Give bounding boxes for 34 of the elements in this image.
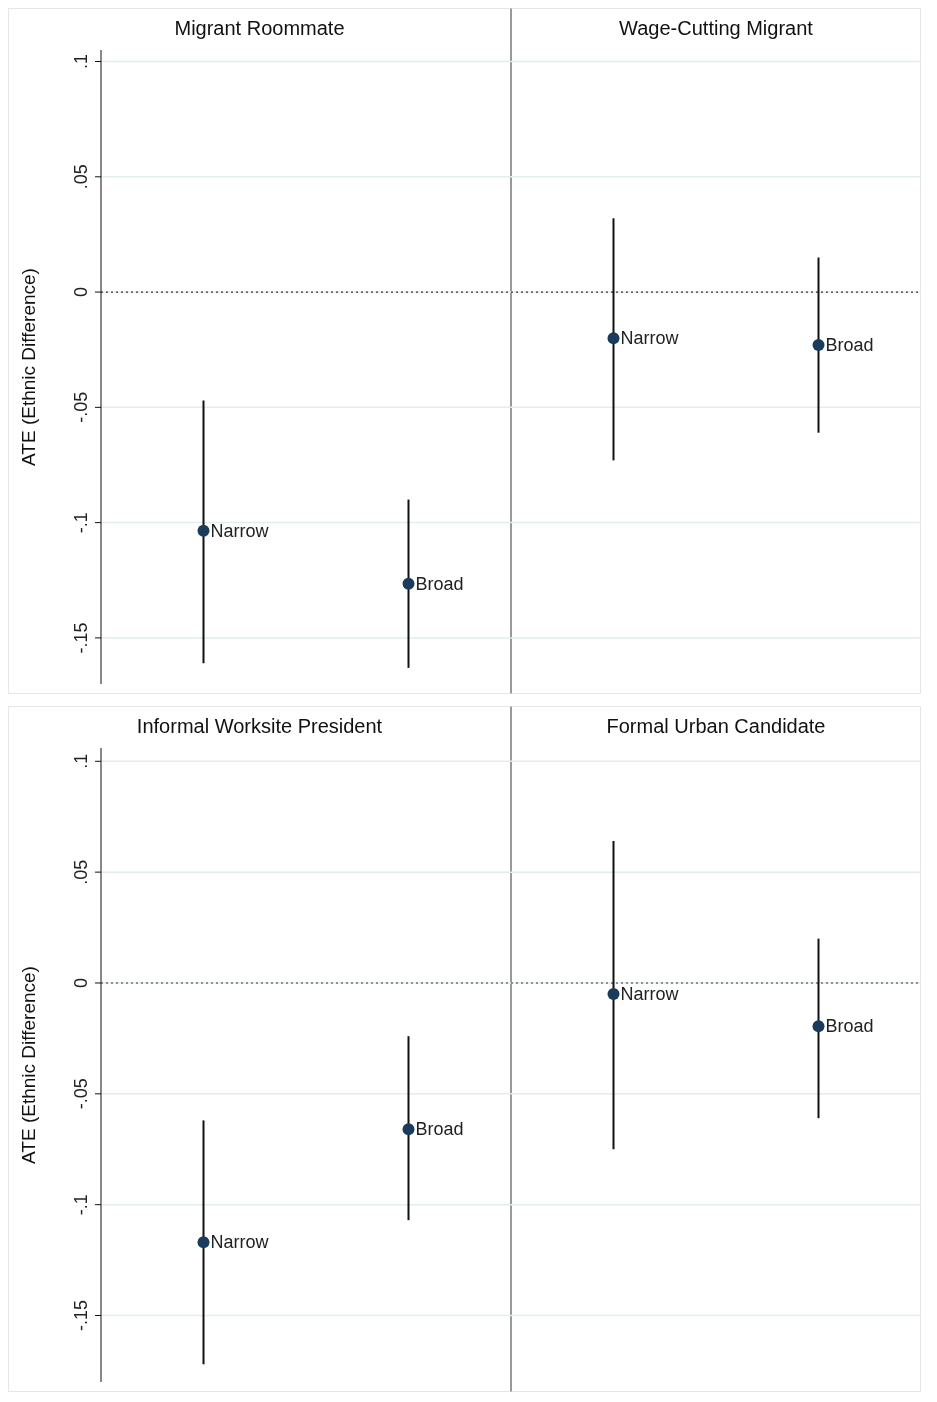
x-tick-label: Broad bbox=[415, 573, 464, 594]
y-axis-title: ATE (Ethnic Difference) bbox=[17, 268, 39, 466]
point bbox=[402, 577, 415, 590]
text: Informal Worksite President bbox=[135, 715, 384, 738]
text: Formal Urban Candidate bbox=[605, 715, 827, 738]
point bbox=[197, 1236, 210, 1249]
x-tick-label: Narrow bbox=[210, 520, 270, 541]
y-tick-label: -.05 bbox=[71, 1078, 91, 1110]
y-tick-label: .05 bbox=[71, 859, 91, 885]
y-tick-label: 0 bbox=[71, 977, 91, 988]
y-tick-label: -.15 bbox=[71, 622, 91, 654]
point bbox=[607, 332, 620, 345]
point bbox=[402, 1123, 415, 1136]
y-tick-label: .1 bbox=[71, 753, 91, 769]
y-tick-label: .1 bbox=[71, 54, 91, 70]
y-tick-label: -.1 bbox=[71, 1194, 91, 1216]
y-tick-label: .05 bbox=[71, 164, 91, 190]
text: Wage-Cutting Migrant bbox=[618, 17, 814, 40]
y-tick-label: 0 bbox=[71, 287, 91, 298]
text: Migrant Roommate bbox=[173, 17, 346, 40]
point bbox=[812, 1020, 825, 1033]
point bbox=[607, 988, 620, 1001]
y-axis-title: ATE (Ethnic Difference) bbox=[17, 966, 39, 1164]
x-tick-label: Narrow bbox=[620, 328, 680, 349]
x-tick-label: Narrow bbox=[210, 1232, 270, 1253]
x-tick-label: Broad bbox=[825, 335, 874, 356]
x-tick-label: Broad bbox=[825, 1016, 874, 1037]
point bbox=[197, 524, 210, 537]
point bbox=[812, 339, 825, 352]
y-tick-label: -.15 bbox=[71, 1299, 91, 1332]
y-tick-label: -.05 bbox=[71, 391, 91, 423]
y-tick-label: -.1 bbox=[71, 512, 91, 534]
x-tick-label: Broad bbox=[415, 1119, 464, 1140]
x-tick-label: Narrow bbox=[620, 984, 680, 1005]
